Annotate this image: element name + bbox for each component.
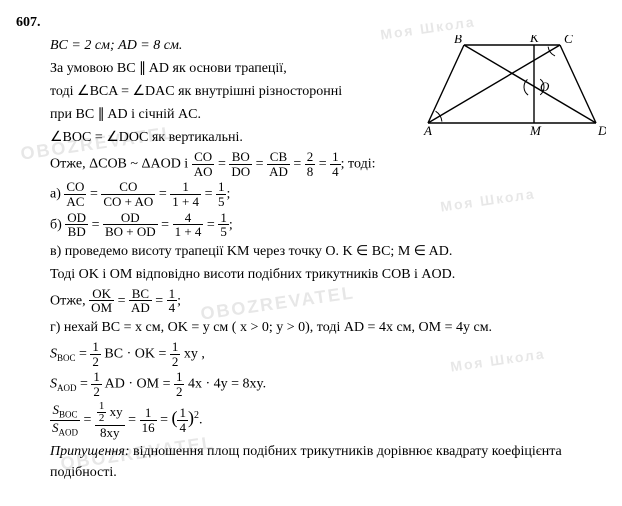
part-c2: Тоді OK і OM відповідно висоти подібних … <box>50 264 606 285</box>
part-c1: в) проведемо висоту трапеції KM через то… <box>50 241 606 262</box>
solution-content: ABCDKMO BC = 2 см; AD = 8 см. За умовою … <box>50 35 606 483</box>
conclusion: Припущення: відношення площ подібних три… <box>50 441 606 483</box>
svg-text:K: K <box>529 35 540 45</box>
svg-text:M: M <box>529 123 542 135</box>
area-boc: SBOC = 12 BC · OK = 12 xy , <box>50 340 606 368</box>
similarity-line: Отже, ΔCOB ~ ΔAOD і COAO = BODO = CBAD =… <box>50 150 606 178</box>
given-text: BC = 2 см; AD = 8 см. <box>50 38 182 53</box>
svg-text:O: O <box>540 79 550 94</box>
part-b: б) ODBD = ODBO + OD = 41 + 4 = 15; <box>50 211 606 239</box>
part-c3: Отже, OKOM = BCAD = 14; <box>50 287 606 315</box>
svg-text:B: B <box>454 35 462 46</box>
svg-text:C: C <box>564 35 573 46</box>
trapezoid-diagram: A B C D K M O <box>422 35 606 135</box>
svg-text:A: A <box>423 123 432 135</box>
part-a: а) COAC = COCO + AO = 11 + 4 = 15; <box>50 180 606 208</box>
area-ratio: SBOC SAOD = 12 xy 8xy = 116 = (14)2. <box>50 401 606 440</box>
part-d: г) нехай BC = x см, OK = y см ( x > 0; y… <box>50 317 606 338</box>
svg-text:D: D <box>597 123 606 135</box>
area-aod: SAOD = 12 AD · OM = 12 4x · 4y = 8xy. <box>50 370 606 398</box>
problem-number: 607. <box>16 15 41 30</box>
